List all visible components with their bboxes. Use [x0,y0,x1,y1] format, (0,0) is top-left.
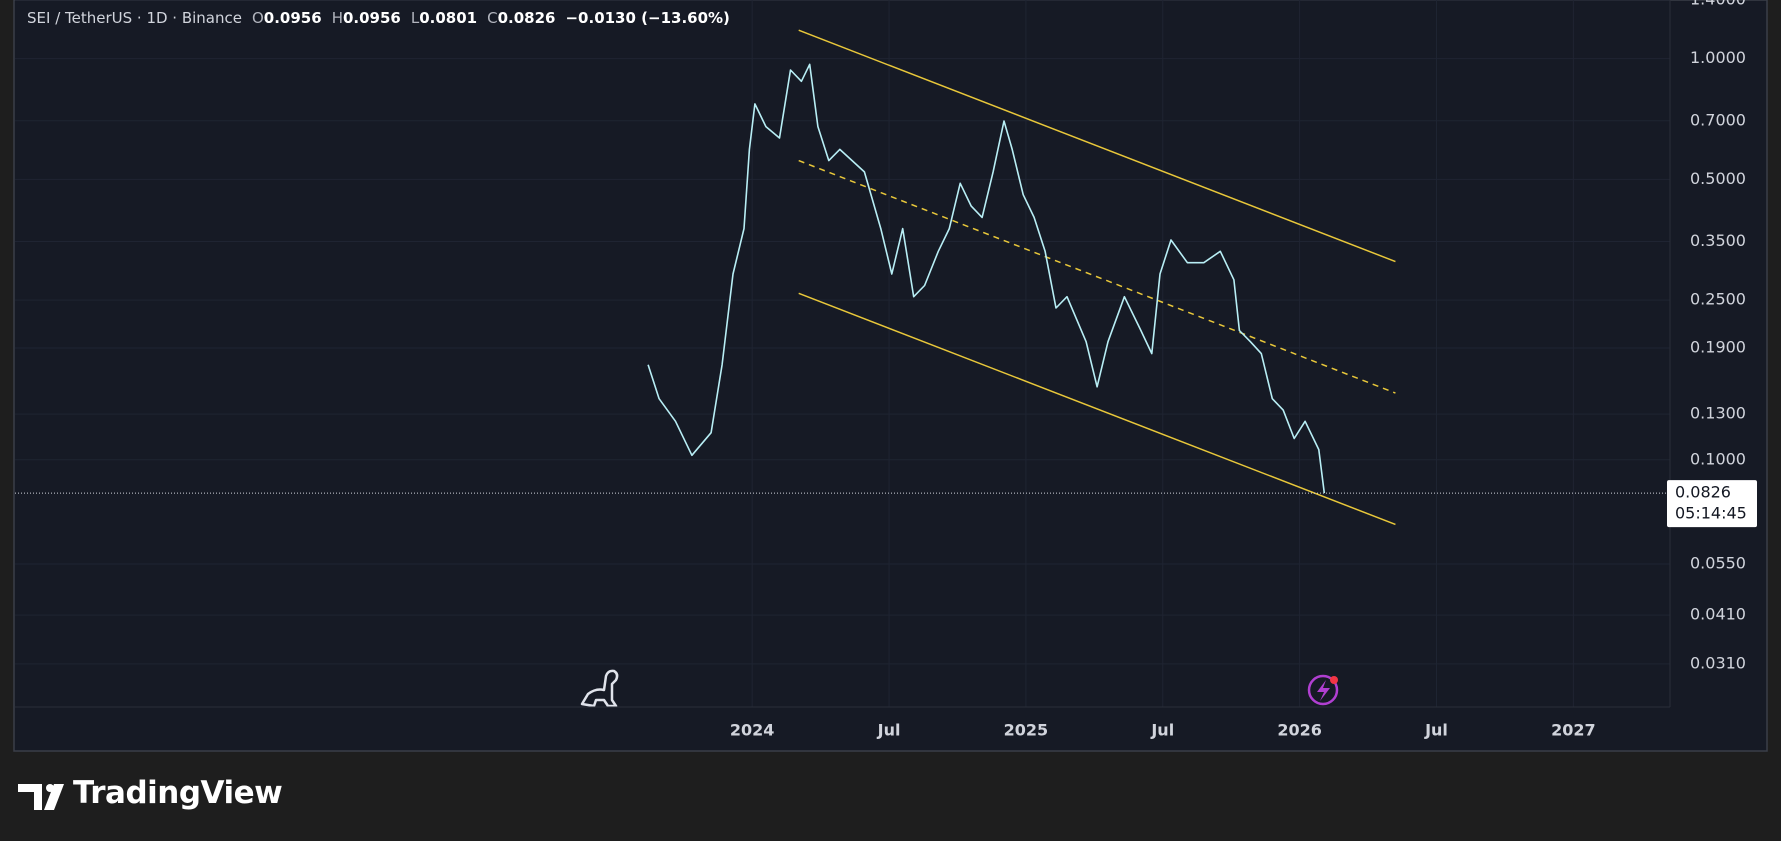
ohlc-label: L [410,9,420,27]
symbol-title: SEI / TetherUS · 1D · Binance [27,9,242,27]
x-tick-label: 2026 [1277,721,1322,740]
last-price-label: 0.0826 [1675,483,1731,502]
last-price-box [1667,480,1757,528]
ohlc-label: O [251,9,264,27]
y-tick-label: 0.1000 [1690,449,1746,468]
symbol-header: SEI / TetherUS · 1D · Binance O0.0956 H0.0… [27,9,730,27]
y-tick-label: 0.3500 [1690,231,1746,250]
trend-line [798,29,1396,263]
y-tick-label: 0.7000 [1690,110,1746,129]
countdown-label: 05:14:45 [1675,504,1747,523]
ohlc-value: 0.0826 [497,9,556,27]
y-tick-label: 1.0000 [1690,48,1746,67]
y-tick-label: 0.0410 [1690,605,1746,624]
plot [15,0,1670,707]
dino-icon [580,669,619,708]
ohlc-value: 0.0801 [419,9,478,27]
y-tick-label: 0.5000 [1690,169,1746,188]
price-line [647,63,1326,494]
ohlc-label: H [331,9,343,27]
trend-line [798,159,1396,394]
brand: TradingView [73,775,283,811]
ohlc-value: 0.0956 [263,9,322,27]
chart-frame [13,0,1768,752]
y-tick-label: 0.1300 [1690,404,1746,423]
trend-line [798,292,1396,526]
ohlc-value: 0.0956 [342,9,401,27]
ohlc-label: C [487,9,498,27]
y-tick-label: 0.0310 [1690,653,1746,672]
x-tick-label: 2027 [1551,721,1596,740]
x-tick-label: Jul [1150,721,1174,740]
x-tick-label: 2024 [730,721,775,740]
y-tick-label: 0.2500 [1690,290,1746,309]
y-tick-label: 0.0550 [1690,553,1746,572]
x-tick-label: Jul [1424,721,1448,740]
logo-icon [18,784,64,810]
x-tick-label: 2025 [1004,721,1049,740]
y-tick-label: 1.4000 [1690,0,1746,9]
price-change: −0.0130 (−13.60%) [565,9,730,27]
x-tick-label: Jul [877,721,901,740]
lightning-icon[interactable] [1307,674,1339,706]
y-tick-label: 0.1900 [1690,337,1746,356]
